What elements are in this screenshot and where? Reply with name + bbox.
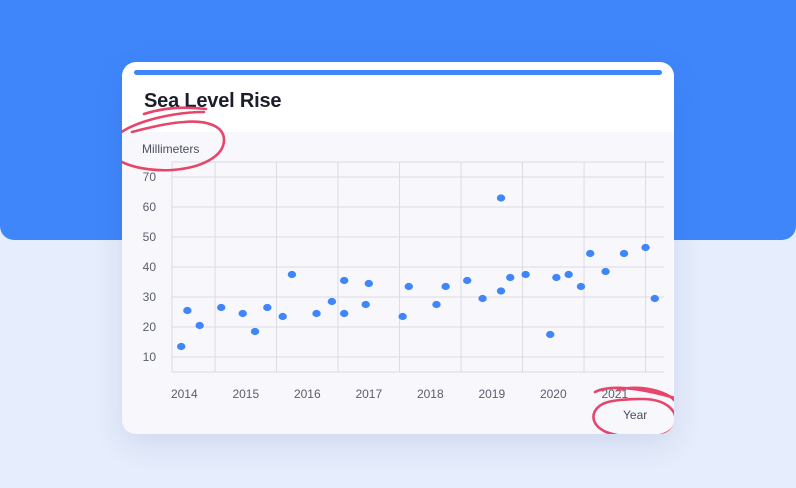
data-point-25 xyxy=(546,330,555,339)
data-point-31 xyxy=(619,249,629,258)
data-point-19 xyxy=(463,276,472,285)
x-tick-label: 2019 xyxy=(478,387,505,401)
x-tick-label: 2016 xyxy=(294,387,321,401)
data-point-27 xyxy=(564,270,573,279)
card-accent-bar xyxy=(134,70,662,75)
data-point-26 xyxy=(552,273,561,282)
data-point-10 xyxy=(327,297,337,306)
data-point-32 xyxy=(641,243,650,252)
annotation-circle-ylabel xyxy=(122,110,226,172)
data-point-33 xyxy=(650,294,659,303)
data-point-4 xyxy=(238,309,247,318)
plot-panel xyxy=(122,132,674,434)
data-point-0 xyxy=(177,342,186,351)
data-point-21 xyxy=(496,194,506,202)
data-point-24 xyxy=(521,270,530,279)
data-point-6 xyxy=(263,303,272,312)
y-tick-label: 60 xyxy=(143,200,157,214)
y-tick-labels: 10 20 30 40 50 60 70 xyxy=(143,170,157,364)
y-tick-label: 40 xyxy=(143,260,157,274)
y-tick-label: 50 xyxy=(143,230,157,244)
x-tick-labels: 2014 2015 2016 2017 2018 2019 2020 2021 xyxy=(171,387,629,401)
y-axis-label: Millimeters xyxy=(142,142,199,156)
data-point-2 xyxy=(195,321,204,330)
data-point-22 xyxy=(496,287,506,295)
data-point-12 xyxy=(340,309,349,318)
annotation-ellipse-xlabel xyxy=(592,397,674,434)
data-point-9 xyxy=(312,309,321,318)
data-point-11 xyxy=(340,276,349,285)
annotation-underline-xlabel xyxy=(593,386,674,400)
data-point-1 xyxy=(183,306,192,315)
x-axis-label: Year xyxy=(623,408,647,422)
annotation-underline-title xyxy=(142,106,208,116)
data-point-16 xyxy=(404,282,413,291)
data-point-29 xyxy=(586,249,595,258)
x-tick-label: 2015 xyxy=(232,387,259,401)
data-point-8 xyxy=(287,270,297,279)
chart-card: Sea Level Rise 10 20 30 40 50 60 70 2014 2015 20… xyxy=(122,62,674,434)
data-point-20 xyxy=(478,294,487,303)
data-point-18 xyxy=(441,282,450,291)
data-point-17 xyxy=(432,300,441,309)
x-tick-label: 2020 xyxy=(540,387,567,401)
data-point-3 xyxy=(217,303,226,312)
grid-layer xyxy=(171,161,664,373)
x-tick-label: 2018 xyxy=(417,387,444,401)
data-point-13 xyxy=(361,300,370,309)
x-tick-label: 2017 xyxy=(355,387,382,401)
y-tick-label: 10 xyxy=(143,350,157,364)
x-tick-label: 2021 xyxy=(601,387,628,401)
data-point-15 xyxy=(398,312,407,321)
y-tick-label: 70 xyxy=(143,170,157,184)
data-point-30 xyxy=(601,267,610,276)
x-tick-label: 2014 xyxy=(171,387,198,401)
data-point-14 xyxy=(364,279,373,288)
data-point-28 xyxy=(576,282,586,291)
data-point-7 xyxy=(278,312,287,321)
data-points xyxy=(177,194,659,351)
y-tick-label: 30 xyxy=(143,290,157,304)
chart-title: Sea Level Rise xyxy=(144,90,282,112)
y-tick-label: 20 xyxy=(143,320,157,334)
data-point-23 xyxy=(506,273,515,282)
data-point-5 xyxy=(250,327,260,336)
